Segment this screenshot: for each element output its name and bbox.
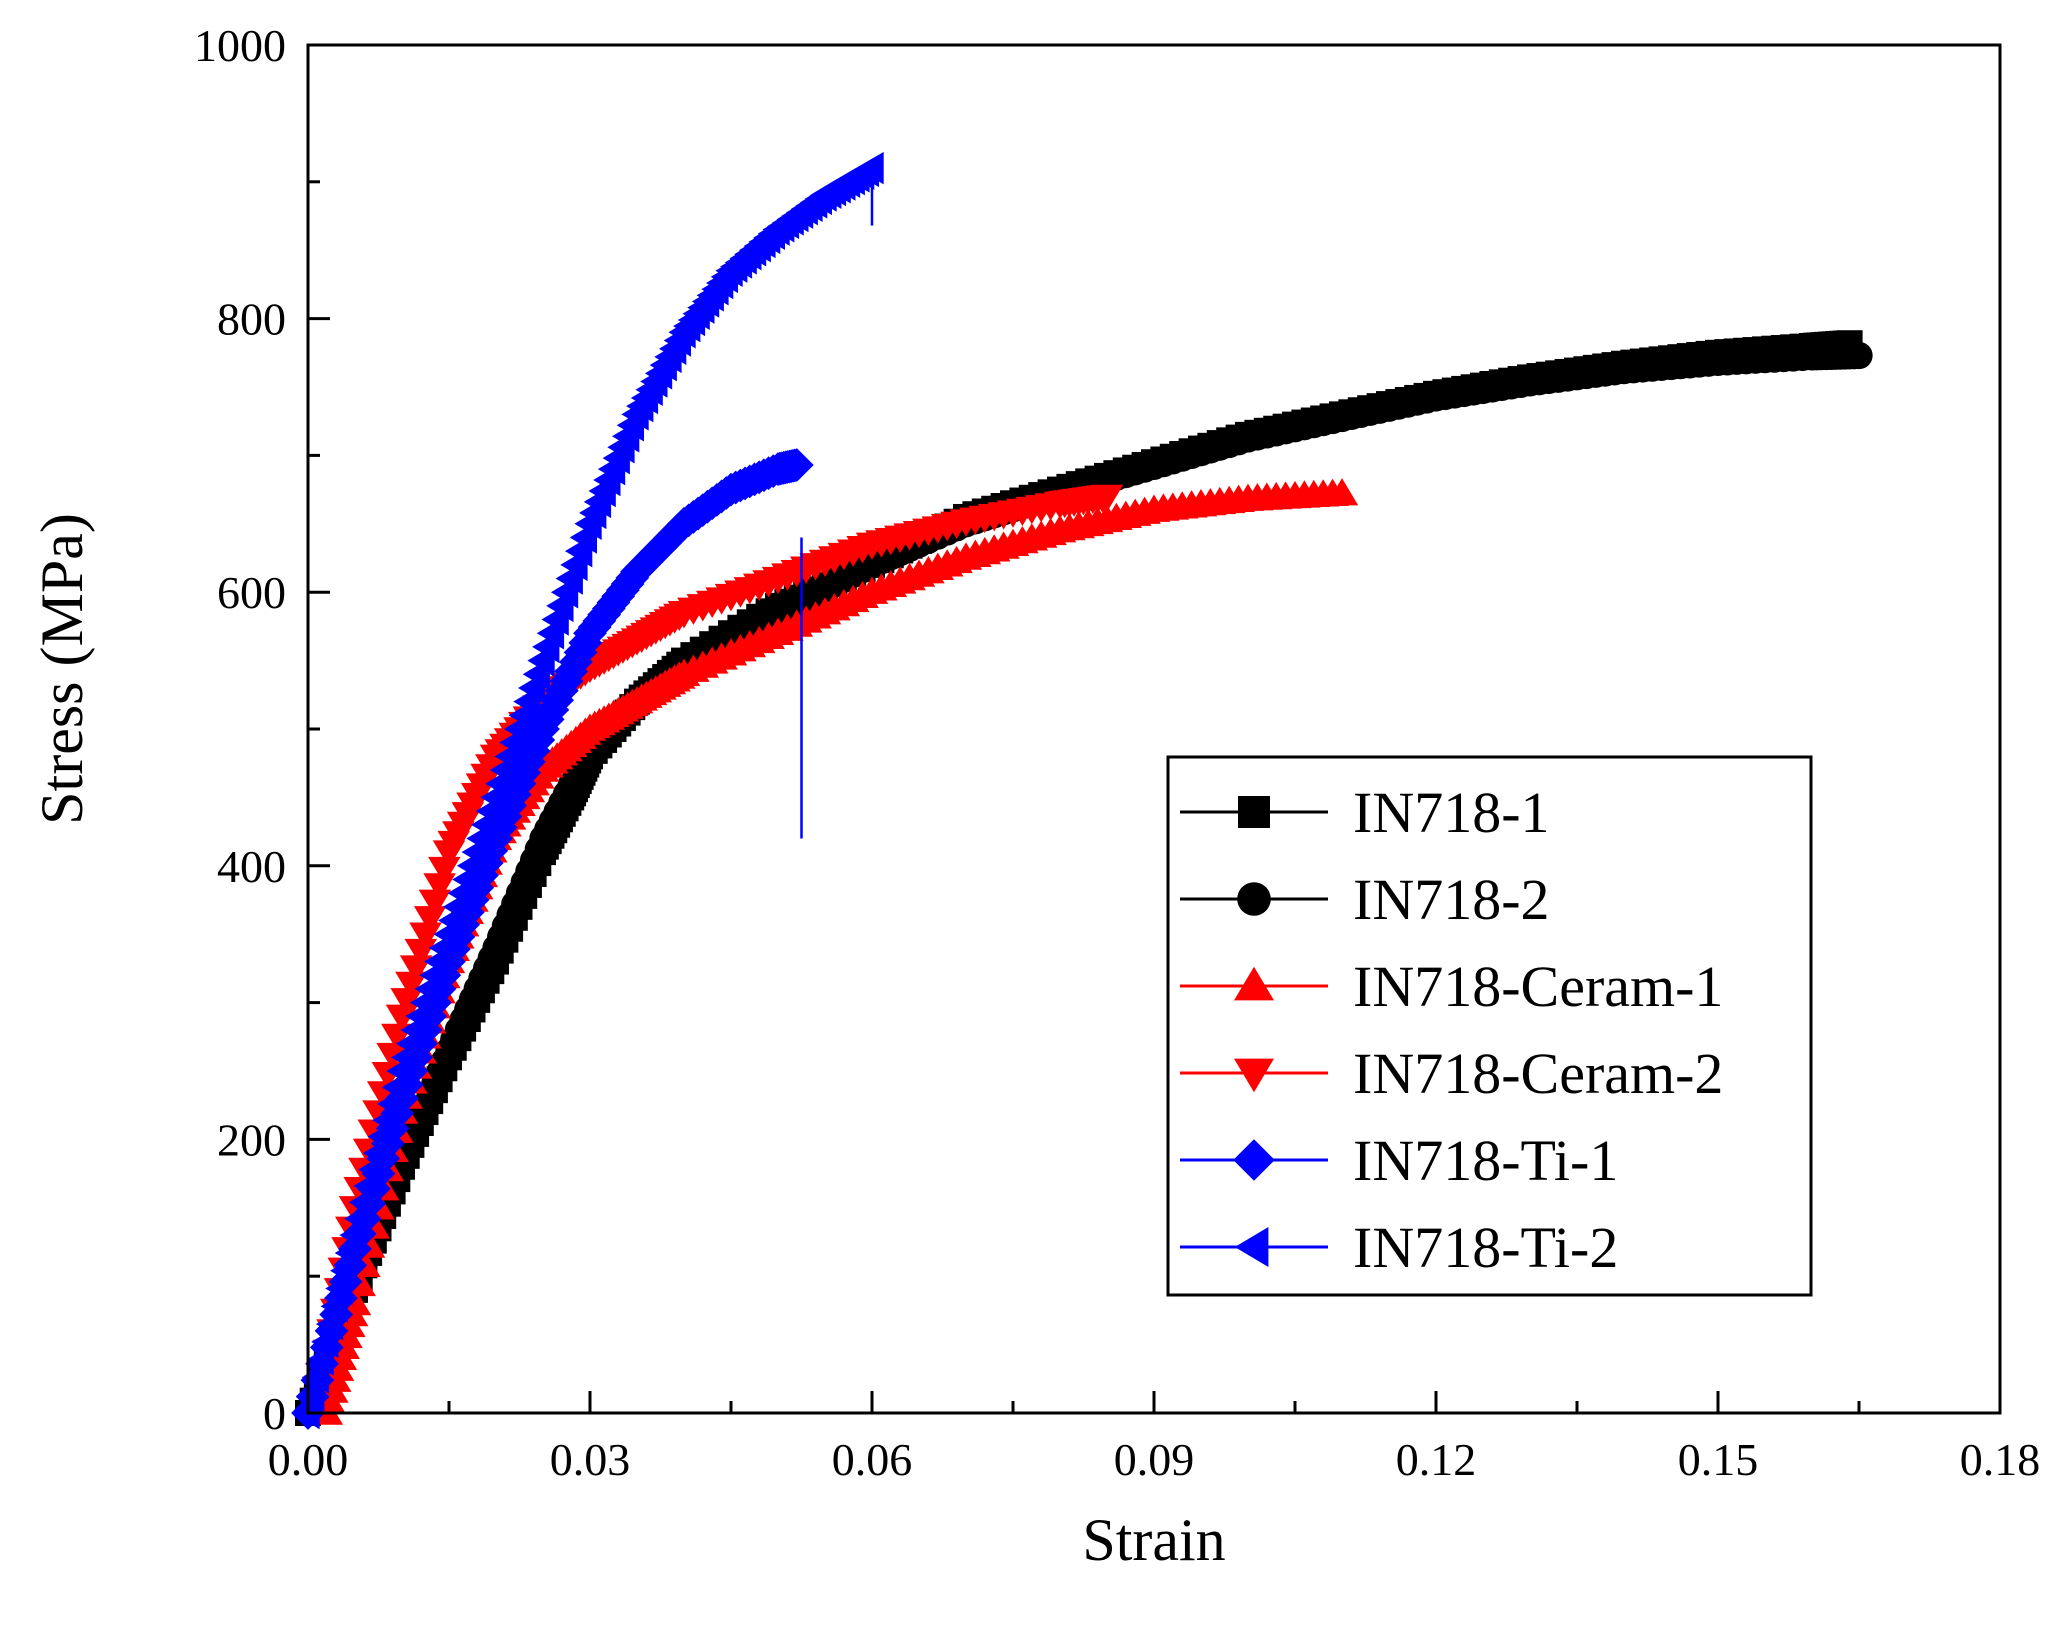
legend-box: [1166, 755, 1813, 1297]
data-point: [779, 448, 814, 482]
x-tick-label: 0.00: [268, 1434, 349, 1485]
legend: IN718-1 IN718-2 IN718-Ceram-1 IN718-Ceram-2…: [1166, 755, 1813, 1297]
legend-label: IN718-Ceram-2: [1353, 1041, 1723, 1106]
legend-label: IN718-Ceram-1: [1353, 954, 1723, 1019]
legend-label: IN718-Ti-2: [1353, 1215, 1618, 1280]
legend-marker: [1234, 1227, 1269, 1267]
legend-marker: [1238, 796, 1270, 828]
data-point: [1090, 484, 1124, 513]
data-point: [301, 1361, 330, 1394]
legend-marker: [1234, 1058, 1274, 1093]
series-IN718-Ti-2: [292, 151, 884, 1430]
legend-item: IN718-1: [1180, 780, 1550, 845]
y-tick-label: 800: [217, 294, 286, 345]
data-point: [320, 1290, 348, 1323]
legend-label: IN718-1: [1353, 780, 1550, 845]
data-point: [399, 955, 433, 983]
x-tick-label: 0.18: [1960, 1434, 2041, 1485]
y-tick-label: 0: [263, 1388, 286, 1439]
data-point: [330, 1254, 358, 1287]
data-point: [1845, 341, 1873, 370]
data-point: [311, 1325, 339, 1359]
data-point: [306, 1343, 334, 1376]
data-point: [334, 1236, 362, 1270]
data-point: [385, 1004, 419, 1032]
y-tick-label: 1000: [194, 20, 286, 71]
annotation-layer: [800, 165, 874, 839]
data-point: [292, 1396, 320, 1430]
y-axis-title: Stress (MPa): [29, 513, 95, 825]
legend-label: IN718-2: [1353, 867, 1550, 932]
data-point: [428, 856, 461, 885]
data-point: [315, 1307, 344, 1341]
y-tick-label: 600: [217, 567, 286, 618]
data-point: [409, 922, 442, 950]
legend-item: IN718-Ti-1: [1180, 1128, 1618, 1193]
data-point: [390, 988, 423, 1016]
legend-label: IN718-Ti-1: [1353, 1128, 1618, 1193]
legend-marker: [1237, 882, 1271, 916]
data-point: [404, 938, 438, 967]
x-tick-label: 0.03: [550, 1434, 631, 1485]
x-axis-title: Strain: [1082, 1507, 1225, 1573]
legend-marker: [1234, 966, 1274, 1001]
x-tick-label: 0.12: [1396, 1434, 1477, 1485]
series-layer: [291, 151, 1873, 1430]
x-axis: 0.00 0.03 0.06 0.09 0.12 0.15 0.18: [268, 1391, 2041, 1485]
y-tick-label: 400: [217, 841, 286, 892]
legend-item: IN718-Ti-2: [1180, 1215, 1618, 1280]
data-point: [423, 873, 456, 901]
data-point: [297, 1378, 325, 1412]
x-tick-label: 0.06: [832, 1434, 913, 1485]
legend-item: IN718-Ceram-2: [1180, 1041, 1723, 1106]
y-axis: 0 200 400 600 800 1000: [194, 20, 330, 1439]
data-point: [418, 889, 452, 917]
data-point: [413, 906, 447, 934]
legend-item: IN718-2: [1180, 867, 1550, 932]
data-point: [1325, 478, 1359, 506]
legend-marker: [1233, 1139, 1275, 1181]
data-point: [325, 1272, 353, 1305]
legend-item: IN718-Ceram-1: [1180, 954, 1723, 1019]
x-tick-label: 0.15: [1678, 1434, 1759, 1485]
data-point: [856, 151, 884, 185]
x-tick-label: 0.09: [1114, 1434, 1195, 1485]
data-point: [395, 971, 428, 1000]
y-tick-label: 200: [217, 1114, 286, 1165]
